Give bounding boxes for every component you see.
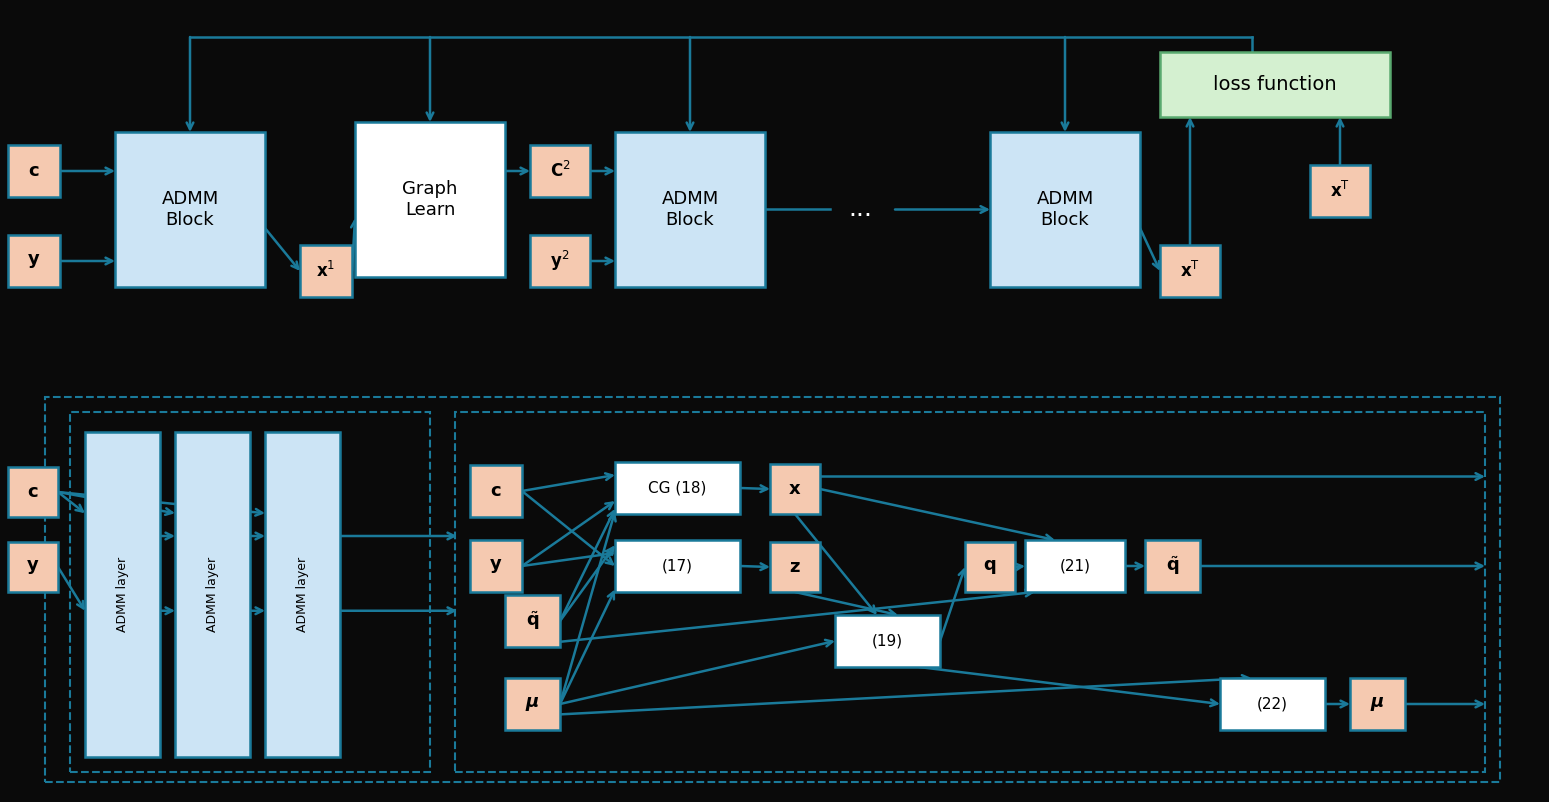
FancyBboxPatch shape (8, 145, 60, 197)
Text: $\mathbf{q}$: $\mathbf{q}$ (984, 558, 996, 576)
FancyBboxPatch shape (1221, 678, 1324, 730)
Text: $\mathbf{x}^\mathrm{T}$: $\mathbf{x}^\mathrm{T}$ (1180, 261, 1200, 281)
Text: ADMM layer: ADMM layer (296, 557, 308, 632)
FancyBboxPatch shape (469, 540, 522, 592)
Text: $\mathbf{y}^2$: $\mathbf{y}^2$ (550, 249, 570, 273)
Text: (21): (21) (1060, 558, 1090, 573)
FancyBboxPatch shape (530, 145, 590, 197)
Text: $\boldsymbol{\mu}$: $\boldsymbol{\mu}$ (525, 695, 539, 713)
Text: (17): (17) (661, 558, 692, 573)
Text: $\mathbf{c}$: $\mathbf{c}$ (28, 483, 39, 501)
Text: $\mathbf{y}$: $\mathbf{y}$ (26, 558, 40, 576)
FancyBboxPatch shape (301, 245, 352, 297)
FancyBboxPatch shape (770, 464, 819, 514)
Text: ADMM
Block: ADMM Block (661, 190, 719, 229)
Text: ...: ... (847, 197, 872, 221)
Text: $\mathbf{y}$: $\mathbf{y}$ (28, 252, 40, 270)
Text: $\mathbf{x}$: $\mathbf{x}$ (788, 480, 802, 498)
FancyBboxPatch shape (990, 132, 1140, 287)
FancyBboxPatch shape (835, 615, 940, 667)
Text: Graph
Learn: Graph Learn (403, 180, 457, 219)
FancyBboxPatch shape (8, 542, 57, 592)
FancyBboxPatch shape (8, 235, 60, 287)
Text: $\mathbf{C}^2$: $\mathbf{C}^2$ (550, 161, 570, 181)
FancyBboxPatch shape (1145, 540, 1200, 592)
Text: $\mathbf{c}$: $\mathbf{c}$ (28, 162, 40, 180)
FancyBboxPatch shape (1025, 540, 1125, 592)
Text: $\boldsymbol{\mu}$: $\boldsymbol{\mu}$ (1371, 695, 1385, 713)
FancyBboxPatch shape (355, 122, 505, 277)
Text: CG (18): CG (18) (649, 480, 706, 496)
Text: $\mathbf{y}$: $\mathbf{y}$ (489, 557, 503, 575)
Text: $\mathbf{x}^1$: $\mathbf{x}^1$ (316, 261, 336, 281)
Text: ADMM
Block: ADMM Block (1036, 190, 1094, 229)
Text: (19): (19) (872, 634, 903, 649)
Text: $\mathbf{x}^\mathrm{T}$: $\mathbf{x}^\mathrm{T}$ (1331, 181, 1351, 201)
Text: $\mathbf{c}$: $\mathbf{c}$ (491, 482, 502, 500)
FancyBboxPatch shape (615, 540, 740, 592)
FancyBboxPatch shape (85, 432, 160, 757)
FancyBboxPatch shape (1351, 678, 1405, 730)
Text: $\tilde{\mathbf{q}}$: $\tilde{\mathbf{q}}$ (1166, 555, 1179, 577)
Text: ADMM layer: ADMM layer (116, 557, 129, 632)
FancyBboxPatch shape (1310, 165, 1369, 217)
FancyBboxPatch shape (615, 132, 765, 287)
FancyBboxPatch shape (615, 462, 740, 514)
Text: loss function: loss function (1213, 75, 1337, 94)
Text: ADMM layer: ADMM layer (206, 557, 218, 632)
FancyBboxPatch shape (1160, 245, 1221, 297)
FancyBboxPatch shape (175, 432, 249, 757)
FancyBboxPatch shape (505, 678, 561, 730)
FancyBboxPatch shape (770, 542, 819, 592)
FancyBboxPatch shape (530, 235, 590, 287)
Text: ADMM
Block: ADMM Block (161, 190, 218, 229)
Text: (22): (22) (1256, 696, 1289, 711)
FancyBboxPatch shape (8, 467, 57, 517)
FancyBboxPatch shape (505, 595, 561, 647)
Text: $\tilde{\mathbf{q}}$: $\tilde{\mathbf{q}}$ (525, 610, 539, 632)
FancyBboxPatch shape (115, 132, 265, 287)
FancyBboxPatch shape (469, 465, 522, 517)
FancyBboxPatch shape (1160, 52, 1389, 117)
Text: $\mathbf{z}$: $\mathbf{z}$ (788, 558, 801, 576)
FancyBboxPatch shape (965, 542, 1015, 592)
FancyBboxPatch shape (265, 432, 339, 757)
